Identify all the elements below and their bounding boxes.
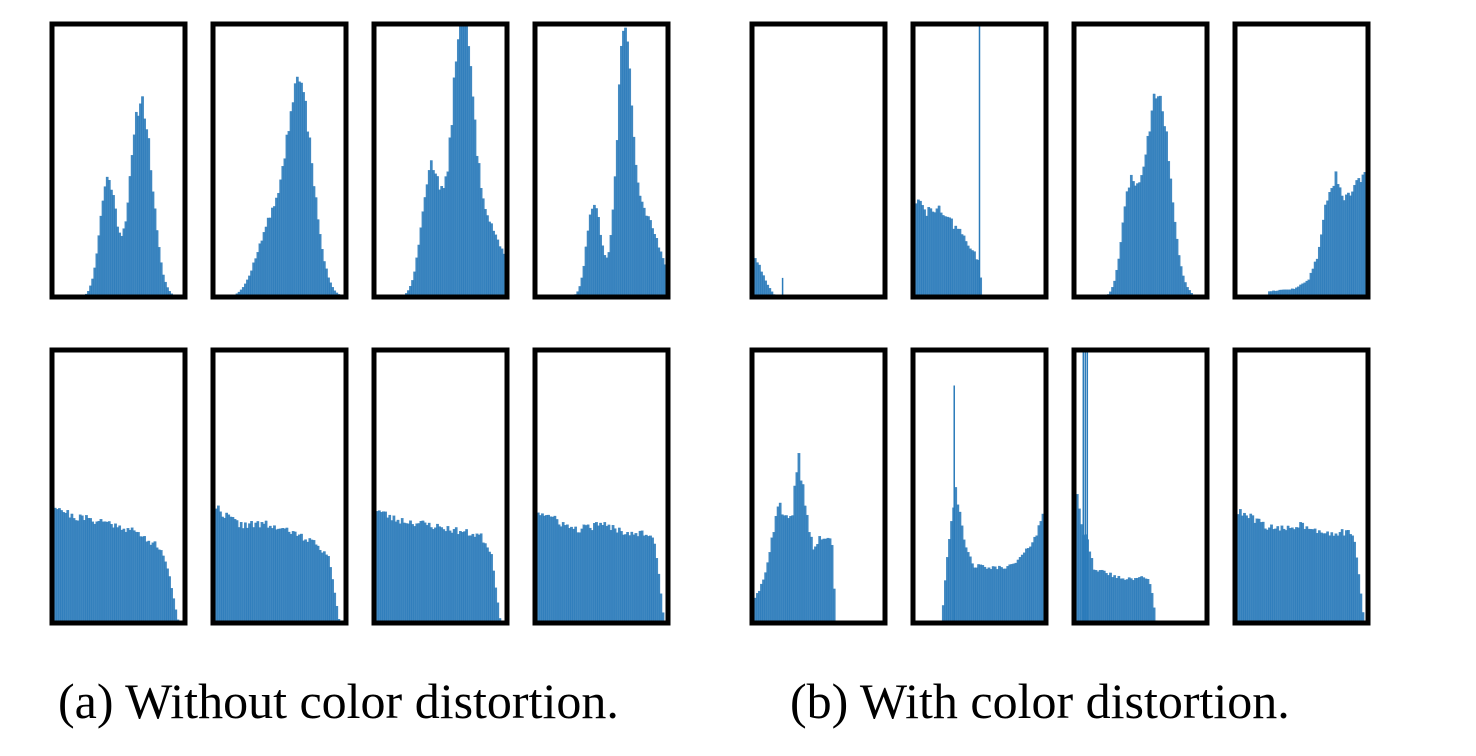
histogram-spike: [978, 24, 981, 297]
histogram-frame: [371, 347, 510, 626]
histogram-spike: [1082, 350, 1085, 623]
histogram-b-2-3: [1071, 347, 1210, 626]
caption-without-color-distortion: (a) Without color distortion.: [58, 673, 619, 729]
caption-with-color-distortion: (b) With color distortion.: [790, 673, 1290, 729]
histogram-a-2-2: [210, 347, 349, 626]
histogram-spike: [781, 277, 784, 297]
histogram-a-1-1: [49, 21, 188, 300]
histogram-b-1-1: [749, 21, 888, 300]
histogram-b-2-4: [1232, 347, 1371, 626]
histogram-frame: [371, 21, 510, 300]
histogram-frame: [749, 347, 888, 626]
histogram-frame: [49, 347, 188, 626]
histogram-frame: [532, 21, 671, 300]
histogram-frame: [910, 21, 1049, 300]
histogram-frame: [532, 347, 671, 626]
histogram-spike: [1084, 350, 1087, 623]
histogram-b-1-3: [1071, 21, 1210, 300]
histogram-a-2-4: [532, 347, 671, 626]
histogram-a-1-2: [210, 21, 349, 300]
histogram-b-1-4: [1232, 21, 1371, 300]
histogram-frame: [210, 347, 349, 626]
histogram-frame: [49, 21, 188, 300]
histogram-frame: [1071, 21, 1210, 300]
histogram-b-2-2: [910, 347, 1049, 626]
histogram-frame: [210, 21, 349, 300]
histogram-b-2-1: [749, 347, 888, 626]
histogram-frame: [1232, 21, 1371, 300]
histogram-b-1-2: [910, 21, 1049, 300]
histogram-a-2-3: [371, 347, 510, 626]
histogram-frame: [1071, 347, 1210, 626]
histogram-spike: [953, 385, 955, 623]
histogram-frame: [1232, 347, 1371, 626]
histogram-frame: [749, 21, 888, 300]
histogram-a-2-1: [49, 347, 188, 626]
histogram-frame: [910, 347, 1049, 626]
histogram-spike: [1086, 350, 1089, 623]
histogram-a-1-4: [532, 21, 671, 300]
histogram-bar: [832, 588, 836, 624]
histogram-a-1-3: [371, 21, 510, 300]
